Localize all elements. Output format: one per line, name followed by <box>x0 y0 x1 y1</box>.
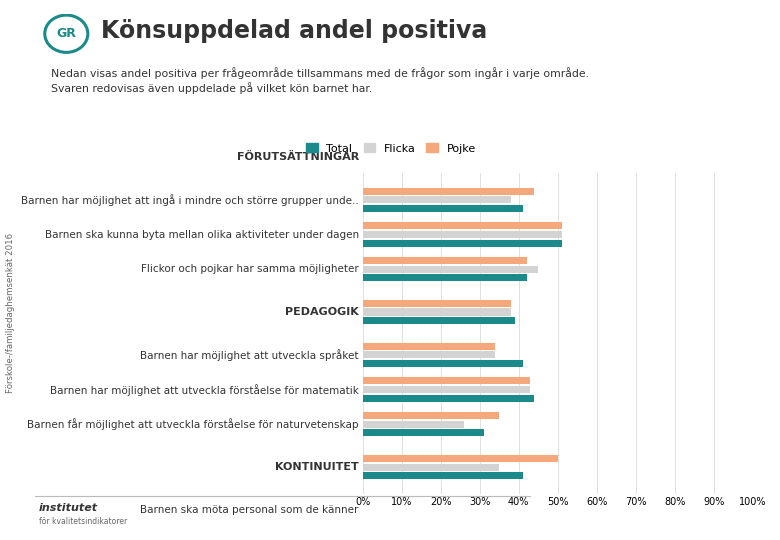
Bar <box>363 455 558 462</box>
Bar <box>363 162 538 169</box>
Bar <box>363 274 526 281</box>
Text: KONTINUITET: KONTINUITET <box>275 462 359 472</box>
Text: GR: GR <box>56 27 76 40</box>
Legend: Total, Flicka, Pojke: Total, Flicka, Pojke <box>302 139 480 158</box>
Bar <box>363 429 484 436</box>
Bar <box>363 421 464 428</box>
Bar <box>363 507 488 514</box>
Bar <box>363 222 562 230</box>
Bar <box>363 343 495 350</box>
Bar <box>363 300 511 307</box>
Text: Barnen får möjlighet att utveckla förståelse för naturvetenskap: Barnen får möjlighet att utveckla förstå… <box>27 418 359 430</box>
Bar <box>363 515 523 522</box>
Text: för kvalitetsindikatorer: för kvalitetsindikatorer <box>39 517 127 526</box>
Text: Könsuppdelad andel positiva: Könsuppdelad andel positiva <box>101 19 488 43</box>
Bar <box>363 412 499 419</box>
Text: Förskole-/familjedaghemsenkät 2016: Förskole-/familjedaghemsenkät 2016 <box>5 233 15 393</box>
Text: Svaren redovisas även uppdelade på vilket kön barnet har.: Svaren redovisas även uppdelade på vilke… <box>51 82 372 94</box>
Bar <box>363 377 530 384</box>
Text: Barnen har möjlighet att utveckla förståelse för matematik: Barnen har möjlighet att utveckla förstå… <box>50 383 359 395</box>
Bar <box>363 266 538 273</box>
Text: Flickor och pojkar har samma möjligheter: Flickor och pojkar har samma möjligheter <box>141 264 359 274</box>
Bar <box>363 308 511 315</box>
Bar <box>363 205 523 212</box>
Bar <box>363 498 558 505</box>
Text: FÖRUTSÄTTNINGAR: FÖRUTSÄTTNINGAR <box>236 152 359 162</box>
Bar <box>363 187 534 195</box>
Bar <box>363 386 530 393</box>
Bar <box>363 231 562 238</box>
Bar <box>363 472 523 480</box>
Text: Barnen ska kunna byta mellan olika aktiviteter under dagen: Barnen ska kunna byta mellan olika aktiv… <box>44 230 359 240</box>
Bar <box>363 196 511 204</box>
Bar <box>363 153 534 160</box>
Bar <box>363 240 562 247</box>
Bar <box>363 317 515 324</box>
Text: institutet: institutet <box>39 503 98 514</box>
Bar <box>363 257 526 264</box>
Text: PEDAGOGIK: PEDAGOGIK <box>285 307 359 317</box>
Bar <box>363 395 534 402</box>
Bar <box>363 360 523 367</box>
Text: Barnen har möjlighet att ingå i mindre och större grupper unde..: Barnen har möjlighet att ingå i mindre o… <box>21 194 359 206</box>
Text: Barnen ska möta personal som de känner: Barnen ska möta personal som de känner <box>140 505 359 515</box>
Text: Nedan visas andel positiva per frågeområde tillsammans med de frågor som ingår i: Nedan visas andel positiva per frågeområ… <box>51 68 589 79</box>
Bar <box>363 145 534 152</box>
Bar <box>363 352 495 359</box>
Text: Barnen har möjlighet att utveckla språket: Barnen har möjlighet att utveckla språke… <box>140 349 359 361</box>
Bar <box>363 463 499 471</box>
